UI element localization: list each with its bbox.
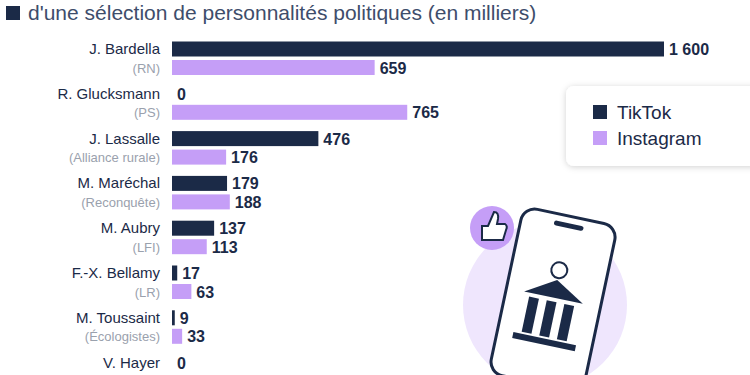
data-label: 176	[231, 149, 258, 166]
data-label: 33	[187, 328, 205, 345]
bar	[172, 355, 173, 370]
data-label: 0	[177, 355, 186, 372]
title-marker	[6, 6, 20, 20]
bar	[172, 131, 318, 146]
building-base	[512, 332, 576, 351]
phone-speaker	[554, 220, 584, 231]
category-label: V. Hayer	[103, 354, 160, 371]
data-label: 179	[232, 175, 259, 192]
building-column	[539, 300, 556, 337]
legend: TikTok Instagram	[566, 86, 750, 166]
bar	[172, 194, 230, 209]
building-column	[557, 304, 574, 341]
legend-swatch	[593, 131, 607, 145]
data-label: 1 600	[669, 41, 709, 58]
party-label: (RN)	[133, 61, 160, 76]
data-label: 113	[212, 239, 238, 256]
bar	[172, 221, 214, 236]
party-label: (Écologistes)	[85, 329, 160, 344]
bar	[172, 284, 191, 299]
category-label: J. Lassalle	[89, 130, 160, 147]
illustration	[463, 206, 627, 375]
bar	[172, 86, 173, 101]
party-label: (LFI)	[133, 240, 160, 255]
data-label: 137	[219, 220, 246, 237]
data-label: 9	[180, 310, 189, 327]
category-label: J. Bardella	[89, 40, 161, 57]
party-label: (LR)	[135, 285, 160, 300]
like-bubble	[470, 206, 514, 250]
bar	[172, 60, 375, 75]
bar	[172, 176, 227, 191]
data-label: 17	[182, 265, 200, 282]
party-label: (PS)	[134, 105, 160, 120]
data-label: 0	[177, 86, 186, 103]
bar	[172, 239, 207, 254]
building-column	[522, 297, 539, 334]
bar	[172, 105, 407, 120]
chart-root: d'une sélection de personnalités politiq…	[0, 0, 750, 375]
data-label: 765	[412, 104, 439, 121]
bar	[172, 150, 226, 165]
title: d'une sélection de personnalités politiq…	[28, 1, 536, 24]
bar	[172, 42, 664, 57]
party-label: (Alliance rurale)	[69, 150, 160, 165]
category-label: F.-X. Bellamy	[72, 264, 161, 281]
category-label: M. Maréchal	[77, 174, 160, 191]
data-label: 476	[323, 131, 350, 148]
data-label: 188	[235, 194, 262, 211]
bar	[172, 310, 175, 325]
legend-swatch	[593, 105, 607, 119]
data-label: 659	[380, 60, 407, 77]
party-label: (Reconquête)	[81, 195, 160, 210]
legend-label: TikTok	[617, 102, 672, 123]
category-label: M. Aubry	[101, 219, 161, 236]
category-label: M. Toussaint	[76, 309, 161, 326]
flag	[550, 261, 569, 280]
like-thumb	[482, 212, 507, 240]
legend-box	[566, 86, 750, 166]
bar	[172, 329, 182, 344]
bar	[172, 266, 177, 281]
data-label: 63	[196, 284, 214, 301]
category-label: R. Glucksmann	[57, 85, 160, 102]
legend-label: Instagram	[617, 128, 701, 149]
